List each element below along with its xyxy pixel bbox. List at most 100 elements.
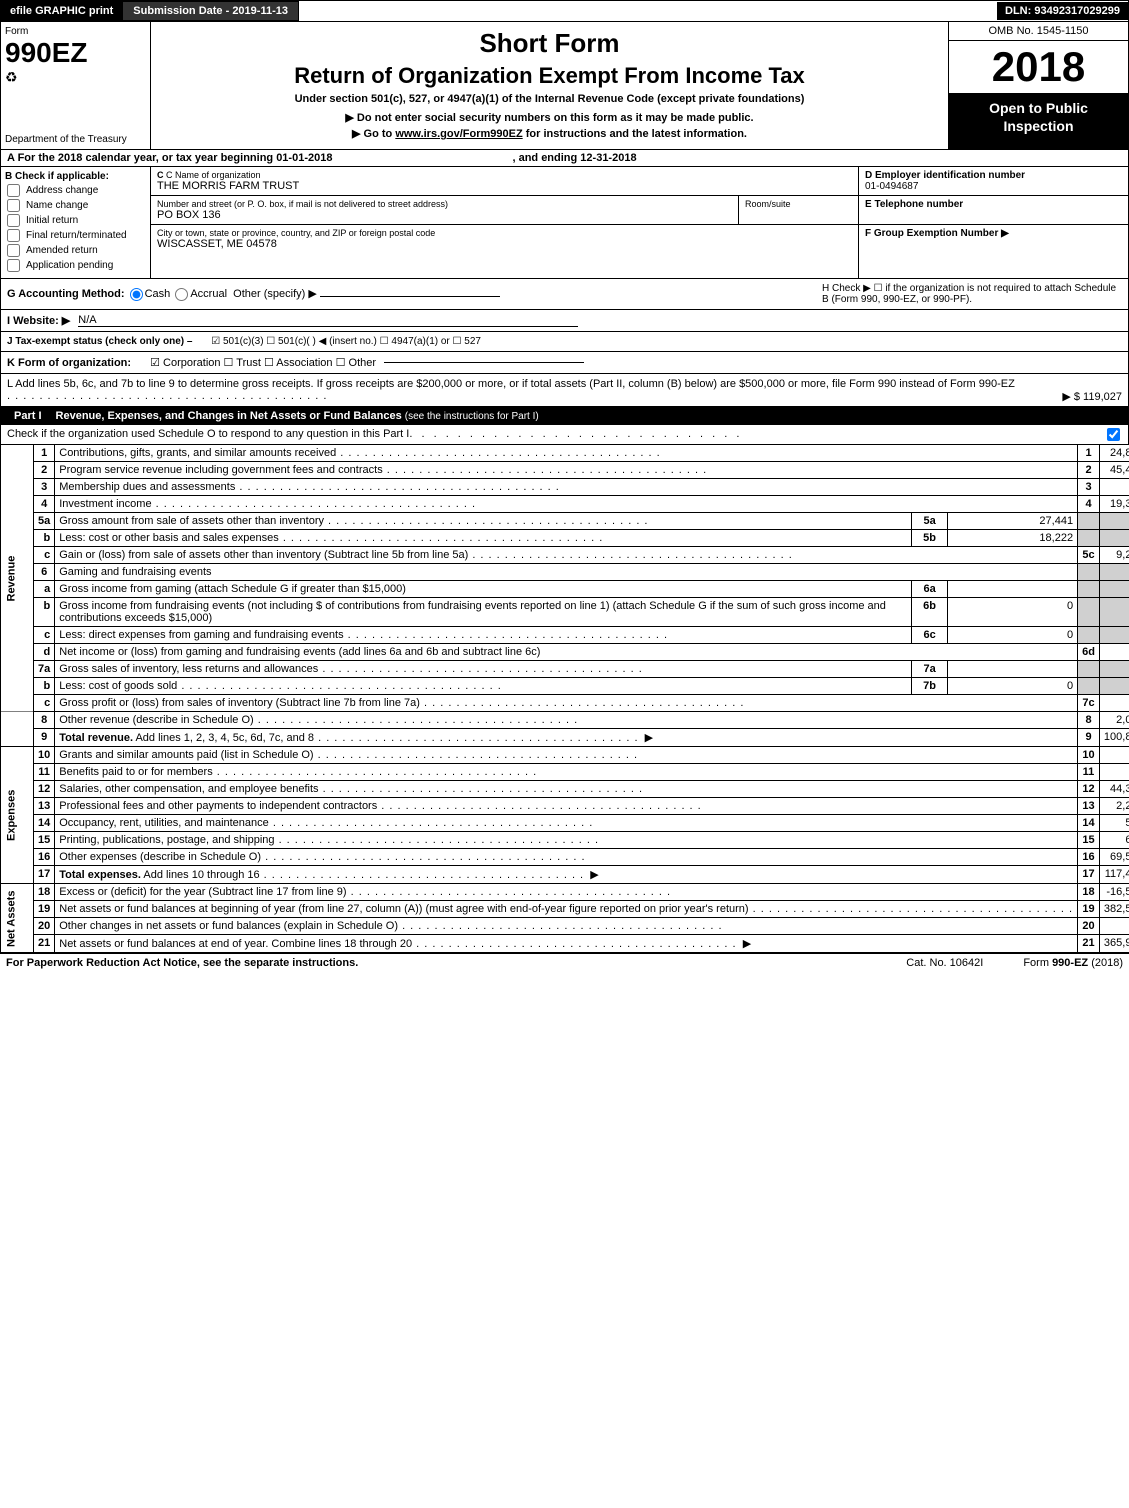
chk-final-return[interactable]: Final return/terminated [5, 229, 146, 242]
row-num: 7a [34, 661, 55, 678]
row-desc: Gross sales of inventory, less returns a… [59, 663, 643, 675]
line-value: -16,598 [1099, 884, 1129, 901]
org-city: WISCASSET, ME 04578 [157, 238, 852, 250]
city-label: City or town, state or province, country… [157, 228, 852, 238]
g-label: G Accounting Method: [7, 288, 125, 300]
row-desc: Occupancy, rent, utilities, and maintena… [59, 817, 593, 829]
row-num: b [34, 678, 55, 695]
side-expenses: Expenses [1, 747, 34, 884]
row-num: 14 [34, 815, 55, 832]
row-desc: Less: cost of goods sold [59, 680, 502, 692]
line-value [1099, 764, 1129, 781]
tax-year-begin: A For the 2018 calendar year, or tax yea… [7, 152, 332, 164]
line-j: J Tax-exempt status (check only one) – ☑… [0, 332, 1129, 352]
chk-initial-return[interactable]: Initial return [5, 214, 146, 227]
side-revenue: Revenue [1, 445, 34, 712]
j-options[interactable]: ☑ 501(c)(3) ☐ 501(c)( ) ◀ (insert no.) ☐… [211, 336, 481, 347]
line-k: K Form of organization: ☑ Corporation ☐ … [0, 352, 1129, 374]
line-ref: 9 [1078, 729, 1100, 747]
row-num: 8 [34, 712, 55, 729]
line-ref: 6d [1078, 644, 1100, 661]
inner-ref: 6a [912, 581, 948, 598]
chk-name-change[interactable]: Name change [5, 199, 146, 212]
row-num: 2 [34, 462, 55, 479]
line-value [1099, 479, 1129, 496]
inner-ref: 7a [912, 661, 948, 678]
row-desc: Less: direct expenses from gaming and fu… [59, 629, 668, 641]
row-desc: Net assets or fund balances at end of ye… [59, 938, 736, 950]
line-value: 569 [1099, 815, 1129, 832]
department: Department of the Treasury [5, 134, 146, 145]
col-b-title: B Check if applicable: [5, 171, 146, 182]
line-value [1099, 918, 1129, 935]
line-value: 44,344 [1099, 781, 1129, 798]
radio-accrual[interactable] [175, 288, 188, 301]
short-form-title: Short Form [155, 28, 944, 59]
omb-number: OMB No. 1545-1150 [949, 22, 1128, 41]
line-ref: 13 [1078, 798, 1100, 815]
row-desc: Investment income [59, 498, 476, 510]
row-desc: Other revenue (describe in Schedule O) [59, 714, 578, 726]
part1-checkbox[interactable] [1107, 428, 1120, 441]
line-i: I Website: ▶ N/A [0, 310, 1129, 332]
c-name-label: C C Name of organization [157, 170, 852, 180]
chk-address-change[interactable]: Address change [5, 184, 146, 197]
recycle-icon: ♻ [5, 69, 146, 86]
row-num: 13 [34, 798, 55, 815]
line-value: 69,596 [1099, 849, 1129, 866]
line-value: 382,578 [1099, 901, 1129, 918]
l-amount: ▶ $ 119,027 [1062, 390, 1122, 403]
row-num: 19 [34, 901, 55, 918]
inner-value: 27,441 [948, 513, 1078, 530]
line-ref: 20 [1078, 918, 1100, 935]
website-value: N/A [78, 314, 578, 327]
row-desc: Other expenses (describe in Schedule O) [59, 851, 585, 863]
line-value [1099, 644, 1129, 661]
inner-value: 18,222 [948, 530, 1078, 547]
row-num: 10 [34, 747, 55, 764]
part1-check: Check if the organization used Schedule … [0, 425, 1129, 445]
efile-print-button[interactable]: efile GRAPHIC print [1, 1, 122, 21]
inner-value: 0 [948, 598, 1078, 627]
form-label: Form [5, 26, 146, 37]
row-num: b [34, 530, 55, 547]
line-ref: 5c [1078, 547, 1100, 564]
submission-date: Submission Date - 2019-11-13 [122, 1, 299, 21]
footer-cat: Cat. No. 10642I [906, 957, 983, 969]
line-value: 45,427 [1099, 462, 1129, 479]
line-ref: 4 [1078, 496, 1100, 513]
part1-note: (see the instructions for Part I) [405, 411, 539, 422]
row-num: 21 [34, 935, 55, 953]
line-value: 117,403 [1099, 866, 1129, 884]
row-desc: Benefits paid to or for members [59, 766, 537, 778]
row-desc: Gross amount from sale of assets other t… [59, 515, 648, 527]
header-right: OMB No. 1545-1150 2018 Open to Public In… [948, 22, 1128, 149]
row-desc: Program service revenue including govern… [59, 464, 707, 476]
row-num: 6 [34, 564, 55, 581]
line-ref: 3 [1078, 479, 1100, 496]
chk-amended[interactable]: Amended return [5, 244, 146, 257]
irs-link[interactable]: www.irs.gov/Form990EZ [395, 128, 522, 140]
row-desc: Gain or (loss) from sale of assets other… [59, 549, 793, 561]
radio-cash[interactable] [130, 288, 143, 301]
row-num: 1 [34, 445, 55, 462]
chk-pending[interactable]: Application pending [5, 259, 146, 272]
line-value: 9,219 [1099, 547, 1129, 564]
row-num: 12 [34, 781, 55, 798]
ein: 01-0494687 [865, 181, 1122, 192]
line-value [1099, 695, 1129, 712]
l-text: L Add lines 5b, 6c, and 7b to line 9 to … [7, 378, 1015, 390]
inner-value: 0 [948, 678, 1078, 695]
line-g-h: G Accounting Method: Cash Accrual Other … [0, 279, 1129, 310]
line-ref: 18 [1078, 884, 1100, 901]
part1-label: Part I [8, 410, 48, 422]
chk-label: Name change [26, 200, 88, 211]
line-value: 2,285 [1099, 798, 1129, 815]
header-mid: Short Form Return of Organization Exempt… [151, 22, 948, 149]
goto-line: ▶ Go to www.irs.gov/Form990EZ for instru… [155, 127, 944, 140]
info-block: B Check if applicable: Address change Na… [0, 167, 1129, 279]
part1-header: Part I Revenue, Expenses, and Changes in… [0, 407, 1129, 425]
k-options[interactable]: ☑ Corporation ☐ Trust ☐ Association ☐ Ot… [150, 356, 376, 369]
open-to-public: Open to Public Inspection [949, 93, 1128, 149]
line-value [1099, 513, 1129, 530]
